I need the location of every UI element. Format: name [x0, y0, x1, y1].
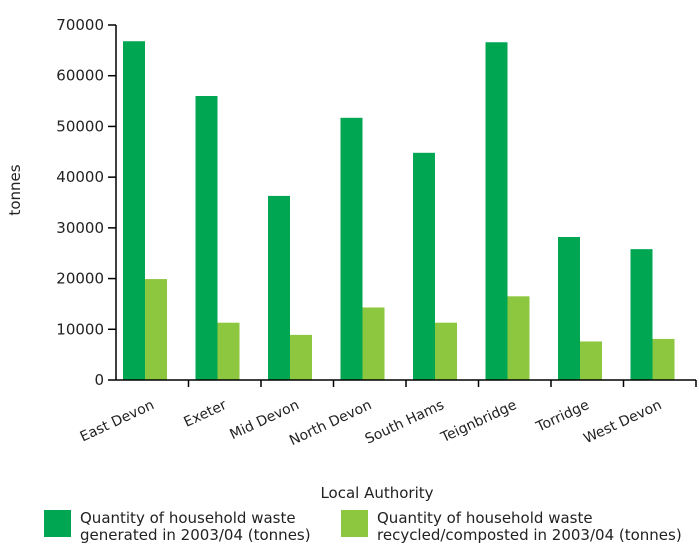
legend-swatch-generated — [44, 510, 71, 537]
bar-generated-torridge — [558, 236, 580, 380]
legend-item-recycled: Quantity of household waste recycled/com… — [341, 510, 682, 544]
bar-recycled-west-devon — [652, 338, 675, 380]
bar-generated-west-devon — [630, 249, 653, 380]
bar-recycled-exeter — [217, 322, 240, 380]
legend-item-generated: Quantity of household waste generated in… — [44, 510, 311, 544]
bar-generated-teignbridge — [485, 42, 508, 380]
bar-generated-mid-devon — [268, 195, 290, 380]
bars-group — [123, 41, 675, 381]
bar-recycled-torridge — [580, 341, 602, 380]
y-tick-label: 70000 — [56, 16, 104, 34]
bar-generated-south-hams — [413, 152, 435, 380]
y-tick-label: 50000 — [56, 117, 104, 135]
x-tick-label: Torridge — [533, 397, 592, 436]
x-tick-label: North Devon — [287, 397, 374, 449]
x-axis-label: Local Authority — [320, 484, 433, 502]
legend-label-generated: Quantity of household waste generated in… — [80, 509, 311, 544]
y-tick-label: 40000 — [56, 168, 104, 186]
bar-recycled-teignbridge — [507, 296, 530, 380]
bar-recycled-north-devon — [362, 307, 385, 380]
x-tick-label: West Devon — [581, 397, 664, 447]
bar-recycled-south-hams — [435, 322, 457, 380]
y-tick-label: 20000 — [56, 270, 104, 288]
x-tick-label: East Devon — [78, 397, 157, 445]
y-tick-label: 60000 — [56, 67, 104, 85]
bar-recycled-mid-devon — [290, 334, 312, 380]
bar-generated-exeter — [195, 96, 218, 380]
y-tick-label: 30000 — [56, 219, 104, 237]
x-tick-label: South Hams — [363, 397, 447, 448]
x-tick-label: Teignbridge — [438, 397, 519, 446]
y-tick-label: 10000 — [56, 320, 104, 338]
bar-recycled-east-devon — [145, 279, 167, 380]
legend-label-recycled: Quantity of household waste recycled/com… — [377, 509, 682, 544]
legend-swatch-recycled — [341, 510, 368, 537]
y-axis-label: tonnes — [6, 164, 24, 215]
bar-generated-east-devon — [123, 41, 145, 380]
y-tick-label: 0 — [94, 371, 104, 389]
x-tick-label: Exeter — [181, 397, 229, 431]
bar-generated-north-devon — [340, 117, 363, 381]
